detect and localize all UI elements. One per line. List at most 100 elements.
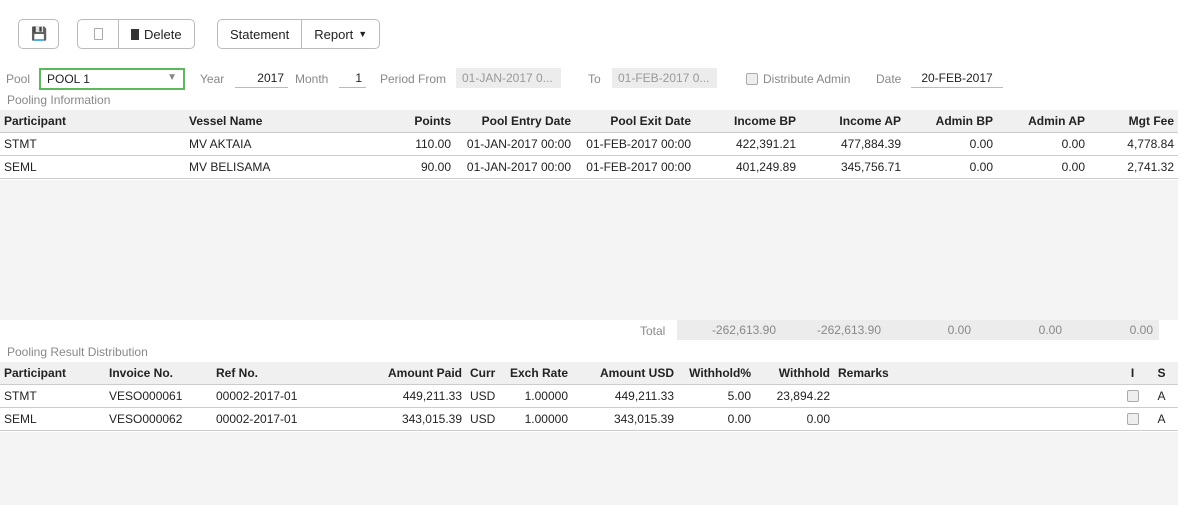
report-button-group: Statement Report ▼ — [217, 19, 381, 49]
total-admin-bp: 0.00 — [887, 320, 977, 340]
column-header[interactable]: I — [1120, 362, 1145, 385]
date-input[interactable]: 20-FEB-2017 — [911, 68, 1003, 88]
new-button[interactable] — [78, 20, 118, 48]
floppy-disk-icon: 💾 — [31, 26, 48, 41]
table-cell[interactable]: MV AKTAIA — [185, 133, 375, 156]
table-cell[interactable]: MV BELISAMA — [185, 156, 375, 179]
period-from-label: Period From — [380, 72, 447, 86]
table-cell[interactable] — [834, 385, 1120, 408]
period-from-input[interactable]: 01-JAN-2017 0... — [456, 68, 561, 88]
column-header[interactable]: Ref No. — [212, 362, 300, 385]
column-header[interactable]: Pool Exit Date — [575, 110, 695, 133]
column-header[interactable]: Amount USD — [572, 362, 678, 385]
table-cell[interactable]: 0.00 — [905, 133, 997, 156]
table-cell[interactable]: SEML — [0, 408, 105, 431]
checkbox-icon[interactable] — [1126, 413, 1139, 425]
table-cell[interactable]: USD — [466, 408, 500, 431]
table-cell[interactable]: 422,391.21 — [695, 133, 800, 156]
table-cell[interactable]: 00002-2017-01 — [212, 385, 300, 408]
table-cell[interactable]: 0.00 — [997, 133, 1089, 156]
total-mgt-fee: 0.00 — [1068, 320, 1159, 340]
total-income-bp: -262,613.90 — [677, 320, 782, 340]
table-cell[interactable]: 1.00000 — [500, 408, 572, 431]
table-cell[interactable]: 01-JAN-2017 00:00 — [455, 133, 575, 156]
table-cell[interactable]: 343,015.39 — [300, 408, 466, 431]
column-header[interactable]: Withhold% — [678, 362, 755, 385]
table-cell[interactable]: 477,884.39 — [800, 133, 905, 156]
pool-label: Pool — [6, 72, 31, 86]
column-header[interactable]: Participant — [0, 362, 105, 385]
table-cell[interactable]: 401,249.89 — [695, 156, 800, 179]
month-input[interactable]: 1 — [339, 68, 366, 88]
pooling-info-empty-area — [0, 180, 1178, 320]
pool-select[interactable]: POOL 1 ▼ — [39, 68, 185, 90]
table-cell[interactable]: 110.00 — [375, 133, 455, 156]
column-header[interactable]: Vessel Name — [185, 110, 375, 133]
checkbox-icon[interactable] — [1126, 390, 1139, 402]
table-cell[interactable]: 2,741.32 — [1089, 156, 1178, 179]
table-cell[interactable]: 343,015.39 — [572, 408, 678, 431]
distribution-table: Participant Invoice No. Ref No. Amount Paid… — [0, 362, 1178, 431]
year-input[interactable]: 2017 — [235, 68, 288, 88]
table-cell[interactable] — [834, 408, 1120, 431]
caret-down-icon: ▼ — [167, 72, 177, 83]
table-cell[interactable]: 0.00 — [997, 156, 1089, 179]
column-header[interactable]: Admin AP — [997, 110, 1089, 133]
table-cell[interactable]: 01-FEB-2017 00:00 — [575, 156, 695, 179]
table-cell[interactable]: 90.00 — [375, 156, 455, 179]
save-button[interactable]: 💾 — [18, 19, 59, 49]
column-header[interactable]: Exch Rate — [500, 362, 572, 385]
column-header[interactable]: Pool Entry Date — [455, 110, 575, 133]
total-income-ap: -262,613.90 — [782, 320, 887, 340]
year-label: Year — [200, 72, 225, 86]
total-label: Total — [640, 324, 666, 338]
column-header[interactable]: Mgt Fee — [1089, 110, 1178, 133]
period-to-input[interactable]: 01-FEB-2017 0... — [612, 68, 717, 88]
pooling-info-table: Participant Vessel Name Points Pool Entry D… — [0, 110, 1178, 179]
table-cell[interactable] — [1120, 408, 1145, 431]
record-button-group: Delete — [77, 19, 195, 49]
table-cell[interactable]: A — [1145, 385, 1178, 408]
table-cell[interactable]: STMT — [0, 133, 185, 156]
statement-button[interactable]: Statement — [230, 26, 290, 42]
checkbox-icon — [746, 73, 758, 85]
column-header[interactable]: Income BP — [695, 110, 800, 133]
table-cell[interactable]: STMT — [0, 385, 105, 408]
table-cell[interactable]: 01-JAN-2017 00:00 — [455, 156, 575, 179]
table-cell[interactable]: 01-FEB-2017 00:00 — [575, 133, 695, 156]
column-header[interactable]: Amount Paid — [300, 362, 466, 385]
distribute-admin-checkbox[interactable]: Distribute Admin — [746, 72, 850, 86]
column-header[interactable]: Participant — [0, 110, 185, 133]
pooling-information-title: Pooling Information — [7, 93, 111, 107]
column-header[interactable]: Withhold — [755, 362, 834, 385]
report-dropdown-button[interactable]: Report ▼ — [301, 20, 379, 48]
table-cell[interactable]: A — [1145, 408, 1178, 431]
month-label: Month — [295, 72, 329, 86]
table-cell[interactable]: 0.00 — [755, 408, 834, 431]
table-cell[interactable]: 449,211.33 — [572, 385, 678, 408]
table-cell[interactable]: 5.00 — [678, 385, 755, 408]
table-cell[interactable]: 345,756.71 — [800, 156, 905, 179]
table-cell[interactable]: VESO000061 — [105, 385, 212, 408]
column-header[interactable]: Admin BP — [905, 110, 997, 133]
column-header[interactable]: S — [1145, 362, 1178, 385]
table-cell[interactable]: 0.00 — [905, 156, 997, 179]
table-cell[interactable]: 1.00000 — [500, 385, 572, 408]
column-header[interactable]: Income AP — [800, 110, 905, 133]
table-cell[interactable]: 23,894.22 — [755, 385, 834, 408]
trash-icon — [131, 28, 139, 40]
table-cell[interactable]: VESO000062 — [105, 408, 212, 431]
column-header[interactable]: Remarks — [834, 362, 1120, 385]
table-cell[interactable]: 4,778.84 — [1089, 133, 1178, 156]
caret-down-icon: ▼ — [358, 29, 368, 39]
table-cell[interactable]: SEML — [0, 156, 185, 179]
column-header[interactable]: Points — [375, 110, 455, 133]
table-cell[interactable]: 00002-2017-01 — [212, 408, 300, 431]
delete-button[interactable]: Delete — [118, 20, 194, 48]
table-cell[interactable]: USD — [466, 385, 500, 408]
table-cell[interactable]: 449,211.33 — [300, 385, 466, 408]
table-cell[interactable]: 0.00 — [678, 408, 755, 431]
column-header[interactable]: Curr — [466, 362, 500, 385]
table-cell[interactable] — [1120, 385, 1145, 408]
column-header[interactable]: Invoice No. — [105, 362, 212, 385]
